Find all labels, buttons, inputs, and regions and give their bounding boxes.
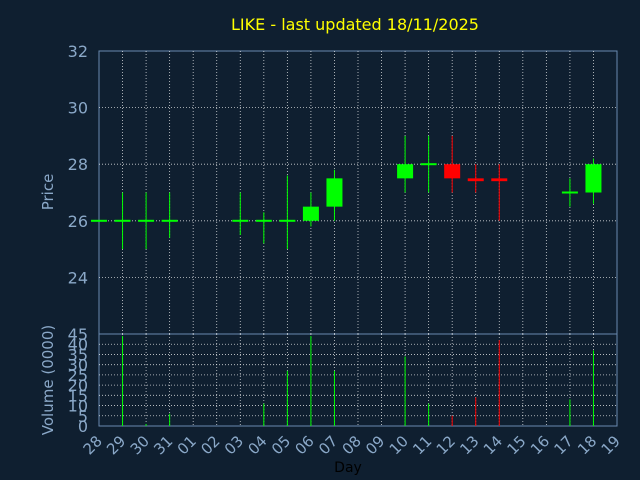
candle-body: [91, 219, 107, 222]
price-tick-label: 24: [68, 268, 88, 287]
x-tick-labels: 2829303101020304050607080910111213141516…: [80, 432, 624, 458]
price-grid: [99, 51, 617, 334]
candle-body: [255, 219, 272, 222]
candlestick-series: [91, 135, 602, 250]
volume-tick-label: 30: [68, 356, 88, 375]
price-tick-label: 30: [68, 99, 88, 118]
candle-body: [444, 164, 461, 179]
x-tick-label: 18: [574, 432, 600, 458]
candle-body: [561, 191, 578, 194]
price-tick-label: 32: [68, 42, 88, 61]
x-tick-label: 09: [362, 432, 388, 458]
x-tick-label: 10: [386, 432, 412, 458]
volume-tick-label: 5: [78, 407, 88, 426]
candle-body: [302, 206, 319, 221]
candle-body: [397, 164, 414, 179]
candle-body: [491, 178, 508, 182]
volume-tick-label: 40: [68, 335, 88, 354]
x-tick-label: 29: [103, 432, 129, 458]
candle-body: [467, 178, 484, 182]
x-tick-label: 28: [80, 432, 106, 458]
candle-body: [585, 164, 602, 193]
x-tick-label: 05: [268, 432, 294, 458]
volume-bars: [122, 336, 594, 426]
x-tick-label: 03: [221, 432, 247, 458]
x-tick-label: 06: [292, 432, 318, 458]
x-axis-label: Day: [334, 460, 362, 476]
x-tick-label: 02: [197, 432, 223, 458]
candle-body: [279, 219, 296, 222]
x-tick-label: 14: [480, 432, 506, 458]
price-axis-label: Price: [39, 174, 57, 211]
candle-body: [420, 163, 437, 166]
volume-tick-label: 35: [68, 345, 88, 364]
price-y-ticks: 24 26 28 30 32: [68, 42, 88, 287]
x-tick-label: 01: [174, 432, 200, 458]
volume-grid: [99, 334, 617, 426]
x-tick-label: 11: [409, 432, 435, 458]
x-tick-label: 04: [244, 432, 270, 458]
x-tick-label: 16: [527, 432, 553, 458]
x-tick-label: 13: [456, 432, 482, 458]
x-tick-label: 15: [503, 432, 529, 458]
candle-body: [161, 219, 178, 222]
price-tick-label: 28: [68, 155, 88, 174]
volume-tick-label: 10: [68, 397, 88, 416]
price-tick-label: 26: [68, 212, 88, 231]
chart-title: LIKE - last updated 18/11/2025: [231, 15, 479, 34]
volume-tick-label: 15: [68, 386, 88, 405]
candle-body: [232, 219, 249, 222]
volume-tick-label: 25: [68, 366, 88, 385]
x-tick-label: 19: [598, 432, 624, 458]
candle-body: [114, 219, 131, 222]
x-tick-label: 17: [551, 432, 577, 458]
x-tick-label: 07: [315, 432, 341, 458]
candle-body: [326, 178, 343, 207]
x-tick-label: 30: [127, 432, 153, 458]
candle-body: [138, 219, 155, 222]
x-tick-label: 31: [150, 432, 176, 458]
volume-axis-label: Volume (0000): [39, 325, 57, 435]
volume-tick-label: 45: [68, 325, 88, 344]
x-tick-label: 12: [433, 432, 459, 458]
x-tick-label: 08: [339, 432, 365, 458]
volume-tick-label: 20: [68, 376, 88, 395]
volume-tick-label: 0: [78, 417, 88, 436]
